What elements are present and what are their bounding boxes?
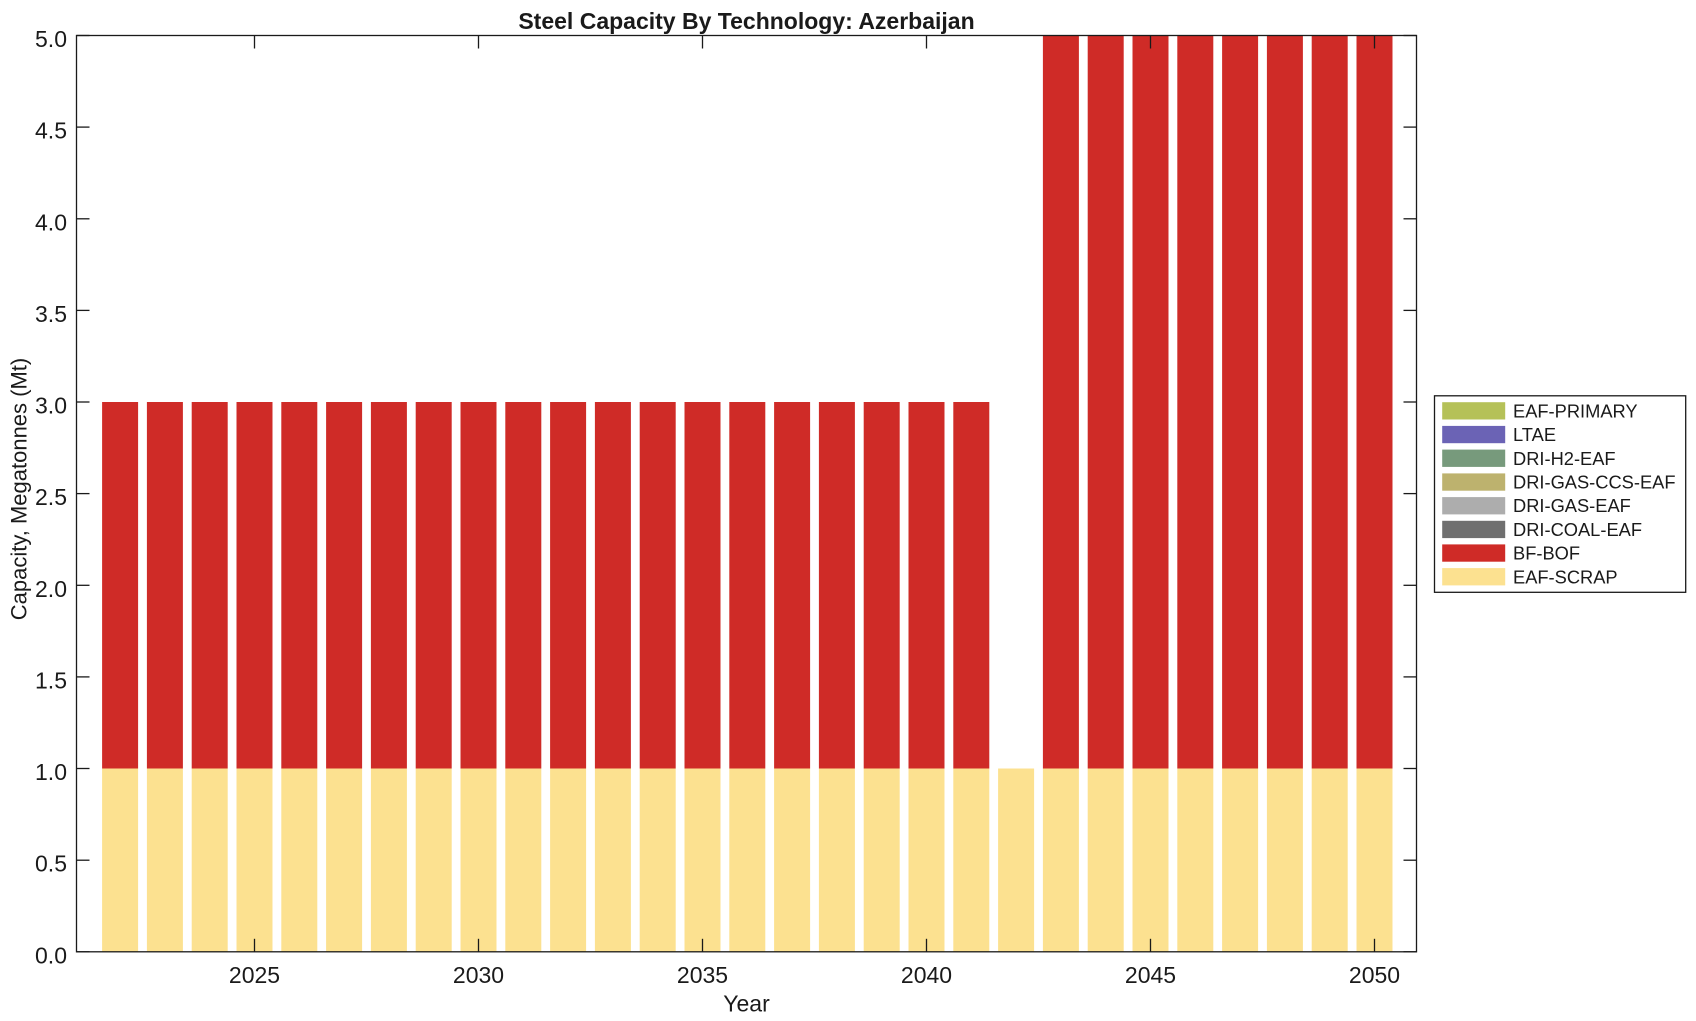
svg-text:0.5: 0.5 bbox=[35, 851, 67, 877]
svg-text:4.5: 4.5 bbox=[35, 118, 67, 144]
svg-text:4.0: 4.0 bbox=[35, 209, 67, 235]
svg-text:EAF-SCRAP: EAF-SCRAP bbox=[1513, 566, 1618, 587]
svg-text:2050: 2050 bbox=[1349, 962, 1400, 988]
svg-text:EAF-PRIMARY: EAF-PRIMARY bbox=[1513, 400, 1638, 421]
svg-text:Year: Year bbox=[723, 990, 770, 1016]
svg-text:DRI-GAS-EAF: DRI-GAS-EAF bbox=[1513, 495, 1631, 516]
svg-text:LTAE: LTAE bbox=[1513, 424, 1556, 445]
svg-text:2030: 2030 bbox=[453, 962, 504, 988]
svg-text:Capacity, Megatonnes (Mt): Capacity, Megatonnes (Mt) bbox=[7, 358, 32, 620]
svg-text:DRI-GAS-CCS-EAF: DRI-GAS-CCS-EAF bbox=[1513, 472, 1676, 493]
svg-text:Steel Capacity By Technology:: Steel Capacity By Technology: Azerbaijan bbox=[518, 8, 974, 34]
svg-text:2.5: 2.5 bbox=[35, 484, 67, 510]
svg-text:DRI-COAL-EAF: DRI-COAL-EAF bbox=[1513, 519, 1642, 540]
svg-text:2.0: 2.0 bbox=[35, 576, 67, 602]
svg-text:2040: 2040 bbox=[901, 962, 952, 988]
svg-text:BF-BOF: BF-BOF bbox=[1513, 543, 1580, 564]
svg-text:2025: 2025 bbox=[229, 962, 280, 988]
svg-text:2035: 2035 bbox=[677, 962, 728, 988]
svg-text:1.5: 1.5 bbox=[35, 667, 67, 693]
svg-text:DRI-H2-EAF: DRI-H2-EAF bbox=[1513, 448, 1616, 469]
svg-text:3.0: 3.0 bbox=[35, 393, 67, 419]
svg-text:2045: 2045 bbox=[1125, 962, 1176, 988]
svg-text:0.0: 0.0 bbox=[35, 942, 67, 968]
svg-text:3.5: 3.5 bbox=[35, 301, 67, 327]
svg-text:5.0: 5.0 bbox=[35, 26, 67, 52]
svg-text:1.0: 1.0 bbox=[35, 759, 67, 785]
